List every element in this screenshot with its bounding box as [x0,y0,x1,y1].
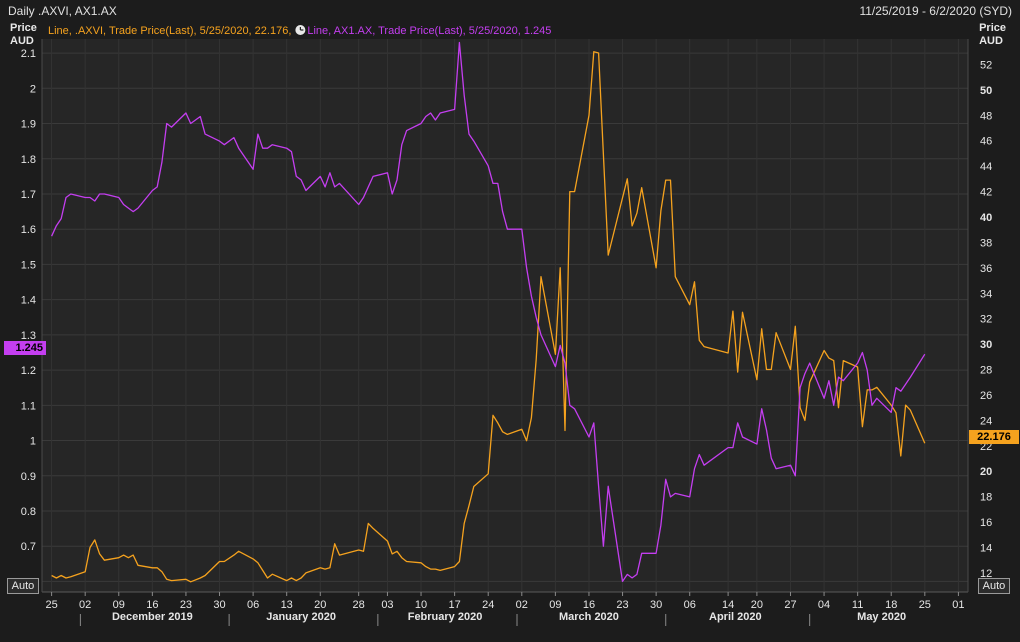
right-axis-tick-label: 50 [980,85,992,97]
x-axis-month-label: February 2020 [408,611,483,623]
left-axis-title-line1: Price [10,22,37,34]
x-axis-month-label: March 2020 [559,611,619,623]
x-axis-tick-label: 02 [516,599,528,611]
x-axis-month-label: May 2020 [857,611,906,623]
x-axis-tick-label: 18 [885,599,897,611]
right-axis-tick-label: 40 [980,212,992,224]
x-axis-tick-label: 20 [314,599,326,611]
right-axis-tick-label: 16 [980,517,992,529]
x-axis-tick-label: 11 [852,599,863,611]
left-axis-tick-label: 1.8 [21,154,36,166]
left-axis-tick-label: 1.2 [21,365,36,377]
left-axis-tick-label: 1.1 [21,400,36,412]
left-axis-tick-label: 2 [30,83,36,95]
date-range: 11/25/2019 - 6/2/2020 (SYD) [859,4,1012,18]
right-axis-tick-label: 26 [980,390,992,402]
right-axis-tick-label: 34 [980,288,992,300]
x-axis-tick-label: 23 [180,599,192,611]
plot-area [42,39,968,592]
x-axis-month-label: April 2020 [709,611,762,623]
right-axis-tick-label: 24 [980,415,992,427]
left-current-value-badge: 1.245 [4,341,46,355]
left-axis-tick-label: 1.5 [21,259,36,271]
x-axis-tick-label: 28 [353,599,365,611]
left-axis-tick-label: 0.7 [21,541,36,553]
x-axis-month-label: January 2020 [266,611,336,623]
x-axis-tick-label: 23 [616,599,628,611]
x-axis-tick-label: 27 [784,599,796,611]
x-axis-tick-label: 30 [213,599,225,611]
right-axis-title-line1: Price [979,22,1006,34]
x-axis-tick-label: 30 [650,599,662,611]
right-axis-tick-label: 46 [980,136,992,148]
x-axis-month-label: December 2019 [112,611,193,623]
right-axis-tick-label: 38 [980,237,992,249]
x-axis-tick-label: 09 [113,599,125,611]
x-axis-tick-label: 17 [448,599,460,611]
right-axis-tick-label: 48 [980,110,992,122]
right-axis-tick-label: 42 [980,187,992,199]
x-axis-tick-label: 02 [79,599,91,611]
right-axis-tick-label: 18 [980,492,992,504]
chart-title: Daily .AXVI, AX1.AX [8,4,117,18]
legend-entry: Line, AX1.AX, Trade Price(Last), 5/25/20… [307,25,551,37]
right-axis-tick-label: 32 [980,314,992,326]
left-axis-tick-label: 2.1 [21,48,36,60]
x-axis-tick-label: 10 [415,599,427,611]
right-axis-tick-label: 30 [980,339,992,351]
left-axis-tick-label: 1.9 [21,119,36,131]
right-axis-title: Price AUD [979,22,1006,48]
x-axis-tick-label: 09 [549,599,561,611]
x-axis-tick-label: 25 [919,599,931,611]
right-axis-tick-label: 36 [980,263,992,275]
x-axis-tick-label: 01 [952,599,964,611]
left-axis-tick-label: 0.9 [21,471,36,483]
left-axis-title: Price AUD [10,22,37,48]
right-axis-tick-label: 20 [980,466,992,478]
left-axis-tick-label: 1.7 [21,189,36,201]
x-axis-tick-label: 06 [684,599,696,611]
legend-entry: Line, .AXVI, Trade Price(Last), 5/25/202… [48,25,291,37]
left-auto-scale-button[interactable]: Auto [7,578,39,594]
x-axis-tick-label: 16 [583,599,595,611]
x-axis-tick-label: 20 [751,599,763,611]
right-axis-tick-label: 52 [980,59,992,71]
left-axis-tick-label: 1 [30,436,36,448]
x-axis-tick-label: 25 [45,599,57,611]
left-axis-tick-label: 1.6 [21,224,36,236]
right-axis-tick-label: 44 [980,161,992,173]
series-line-ax1ax [51,41,926,583]
x-axis-tick-label: 06 [247,599,259,611]
left-axis-tick-label: 0.8 [21,506,36,518]
series-line-axvi [51,51,926,583]
x-axis-tick-label: 04 [818,599,830,611]
x-axis-tick-label: 16 [146,599,158,611]
x-axis-tick-label: 03 [381,599,393,611]
left-axis-title-line2: AUD [10,35,34,47]
left-axis-tick-label: 1.4 [21,295,36,307]
right-axis-tick-label: 14 [980,543,992,555]
x-axis-tick-label: 24 [482,599,494,611]
right-axis-tick-label: 12 [980,568,992,580]
left-axis-tick-label: 1.3 [21,330,36,342]
right-axis-tick-label: 28 [980,365,992,377]
x-axis-tick-label: 13 [281,599,293,611]
right-axis-title-line2: AUD [979,35,1003,47]
right-current-value-badge: 22.176 [969,430,1019,444]
x-axis-tick-label: 14 [722,599,734,611]
right-auto-scale-button[interactable]: Auto [978,578,1010,594]
